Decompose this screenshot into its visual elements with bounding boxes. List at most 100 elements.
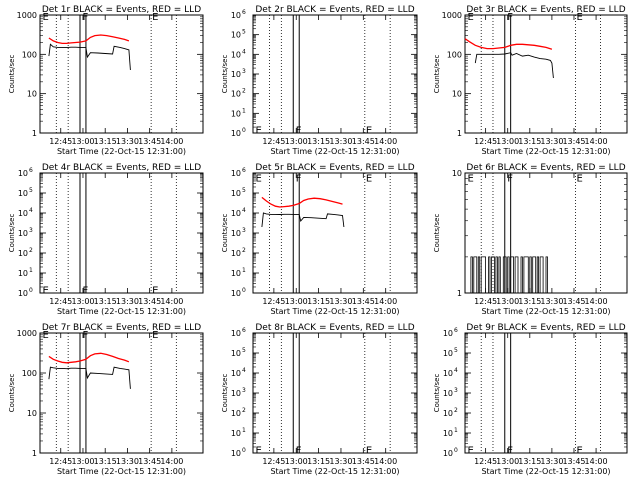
- x-tick-label: 14:00: [160, 137, 183, 146]
- y-tick-label: 10: [231, 169, 241, 178]
- flag-label: E: [366, 445, 372, 456]
- y-tick-label: 10: [27, 409, 37, 418]
- minor-ticks: [40, 173, 203, 288]
- y-tick-label: 10: [231, 269, 241, 278]
- flag-label: E: [42, 285, 48, 296]
- y-axis-title: Counts/sec: [221, 374, 229, 413]
- y-tick-exponent: 1: [242, 427, 246, 434]
- y-tick-label: 10: [231, 11, 241, 20]
- y-tick-exponent: 0: [242, 127, 246, 134]
- y-tick-exponent: 2: [242, 247, 246, 254]
- flag-label: E: [255, 126, 261, 137]
- x-tick-label: 13:30: [116, 457, 139, 466]
- y-axis-title: Counts/sec: [8, 374, 16, 413]
- x-tick-label: 13:00: [71, 297, 94, 306]
- y-tick-exponent: 6: [242, 327, 246, 334]
- panel-title: Det 6r BLACK = Events, RED = LLD: [466, 163, 625, 173]
- panel-title: Det 5r BLACK = Events, RED = LLD: [255, 163, 414, 173]
- y-tick-label: 100: [22, 50, 37, 59]
- y-tick-exponent: 2: [242, 88, 246, 95]
- x-tick-label: 12:45: [474, 137, 497, 146]
- x-tick-label: 13:00: [285, 297, 308, 306]
- y-axis-title: Counts/sec: [8, 55, 16, 94]
- x-tick-label: 13:15: [94, 457, 117, 466]
- flag-label: F: [507, 173, 513, 184]
- y-tick-label: 1000: [17, 329, 37, 338]
- x-tick-label: 14:00: [374, 297, 397, 306]
- y-tick-label: 10: [231, 289, 241, 298]
- detector-panel: 1 10 100 1000 12:45 13:00 13:15 13:30 13:45 14:00…: [8, 5, 204, 156]
- x-tick-label: 13:15: [94, 137, 117, 146]
- x-tick-label: 14:00: [585, 457, 608, 466]
- x-tick-label: 13:00: [71, 137, 94, 146]
- y-tick-label: 10: [18, 169, 28, 178]
- y-tick-exponent: 1: [454, 427, 458, 434]
- flag-label: F: [82, 330, 88, 341]
- y-tick-exponent: 6: [29, 167, 33, 174]
- panel-title: Det 8r BLACK = Events, RED = LLD: [255, 323, 414, 333]
- x-tick-label: 13:00: [285, 137, 308, 146]
- flag-label: E: [576, 12, 582, 23]
- flag-label: E: [467, 12, 473, 23]
- x-tick-label: 13:30: [329, 457, 352, 466]
- y-tick-label: 10: [231, 409, 241, 418]
- y-tick-exponent: 6: [242, 9, 246, 16]
- x-tick-label: 12:45: [262, 137, 285, 146]
- y-tick-exponent: 6: [454, 327, 458, 334]
- y-tick-label: 10: [27, 90, 37, 99]
- x-tick-label: 13:00: [285, 457, 308, 466]
- x-tick-label: 14:00: [160, 297, 183, 306]
- x-tick-label: 13:15: [518, 457, 541, 466]
- minor-ticks: [465, 333, 627, 448]
- x-tick-label: 14:00: [585, 297, 608, 306]
- x-tick-label: 13:00: [496, 137, 519, 146]
- y-tick-label: 100: [22, 369, 37, 378]
- x-tick-label: 13:15: [518, 137, 541, 146]
- y-axis-title: Counts/sec: [433, 374, 441, 413]
- x-axis-title: Start Time (22-Oct-15 12:31:00): [57, 467, 186, 476]
- y-tick-exponent: 3: [242, 68, 246, 75]
- y-tick-exponent: 6: [242, 167, 246, 174]
- flag-label: F: [82, 12, 88, 23]
- detector-panel: 1 10 100 1000 12:45 13:00 13:15 13:30 13:45 14:00…: [8, 323, 204, 476]
- x-axis-title: Start Time (22-Oct-15 12:31:00): [270, 307, 399, 316]
- x-tick-label: 14:00: [374, 137, 397, 146]
- x-tick-label: 13:15: [94, 297, 117, 306]
- x-axis-title: Start Time (22-Oct-15 12:31:00): [481, 307, 610, 316]
- y-tick-exponent: 2: [242, 407, 246, 414]
- y-tick-label: 10: [443, 429, 453, 438]
- x-tick-label: 13:30: [329, 137, 352, 146]
- minor-ticks: [253, 173, 417, 288]
- y-tick-label: 10: [18, 249, 28, 258]
- y-tick-label: 10: [18, 229, 28, 238]
- plot-frame: [252, 332, 418, 454]
- x-tick-label: 13:45: [138, 137, 161, 146]
- y-tick-label: 10: [231, 189, 241, 198]
- y-tick-label: 10: [231, 389, 241, 398]
- y-tick-label: 10: [18, 289, 28, 298]
- y-tick-label: 10: [452, 169, 462, 178]
- y-tick-exponent: 3: [454, 387, 458, 394]
- y-tick-exponent: 2: [29, 247, 33, 254]
- x-tick-label: 14:00: [374, 457, 397, 466]
- y-tick-exponent: 4: [454, 367, 458, 374]
- flag-label: E: [152, 12, 158, 23]
- y-tick-exponent: 3: [242, 387, 246, 394]
- x-axis-title: Start Time (22-Oct-15 12:31:00): [57, 147, 186, 156]
- x-axis-title: Start Time (22-Oct-15 12:31:00): [270, 147, 399, 156]
- y-axis-title: Counts/sec: [221, 214, 229, 253]
- y-tick-exponent: 2: [454, 407, 458, 414]
- panel-title: Det 2r BLACK = Events, RED = LLD: [255, 5, 414, 15]
- x-tick-label: 13:30: [540, 137, 563, 146]
- y-tick-label: 10: [443, 389, 453, 398]
- y-tick-label: 1: [32, 449, 37, 458]
- y-tick-label: 1: [32, 129, 37, 138]
- plot-frame: [252, 172, 418, 294]
- y-tick-exponent: 4: [242, 207, 246, 214]
- y-tick-label: 10: [231, 90, 241, 99]
- y-tick-label: 10: [18, 209, 28, 218]
- flag-label: F: [296, 126, 302, 137]
- y-tick-label: 10: [443, 409, 453, 418]
